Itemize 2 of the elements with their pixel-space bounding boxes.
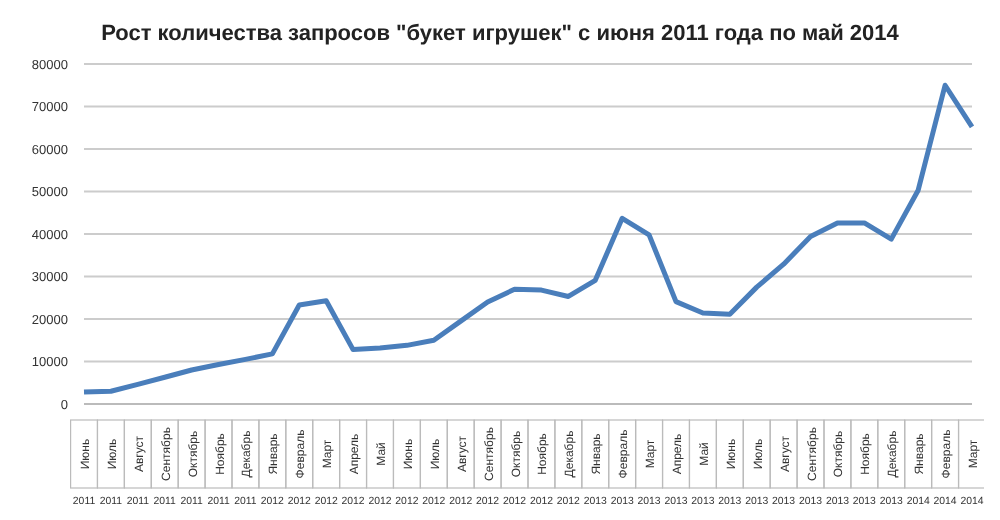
chart-title: Рост количества запросов "букет игрушек" с июня 2011 года по май 2014 xyxy=(99,20,901,50)
line-series xyxy=(81,82,975,395)
